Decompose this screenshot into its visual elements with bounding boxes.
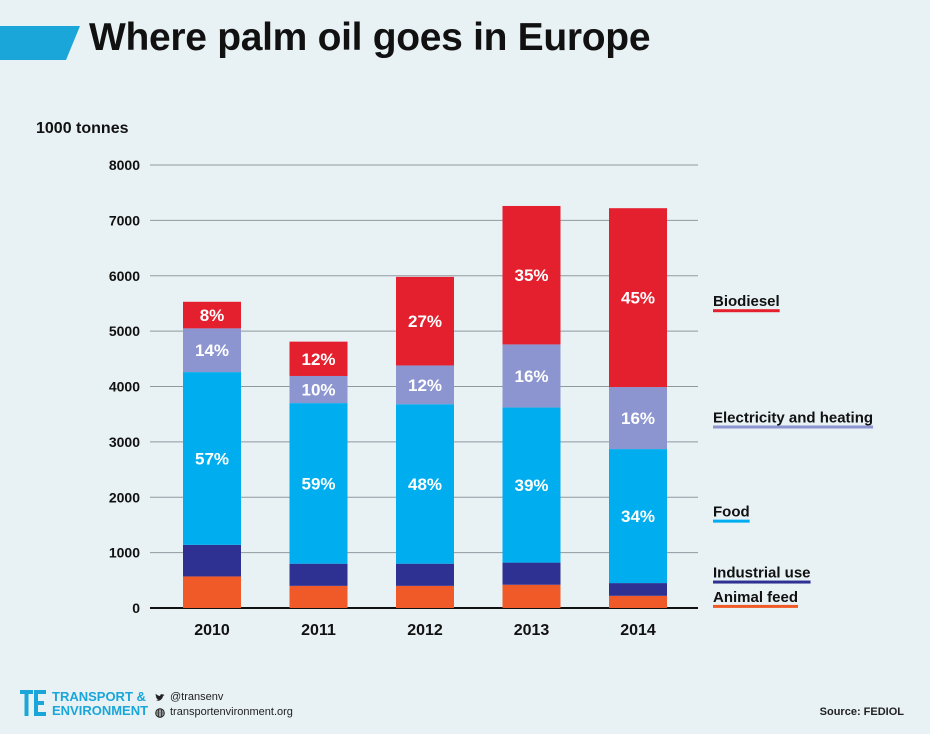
social-links: @transenv transportenvironment.org — [155, 690, 293, 720]
legend-underline — [713, 309, 780, 313]
legend-label: Electricity and heating — [713, 409, 873, 426]
data-label: 35% — [514, 266, 548, 285]
data-label: 45% — [621, 289, 655, 308]
y-tick-label: 4000 — [109, 379, 140, 395]
y-tick-label: 0 — [132, 600, 140, 616]
bar-stack: 34% 16% 45% — [609, 208, 667, 608]
y-tick-label: 3000 — [109, 434, 140, 450]
bar-segment-industrial-use — [609, 583, 667, 596]
y-tick-label: 2000 — [109, 489, 140, 505]
legend-label: Animal feed — [713, 589, 798, 606]
y-tick-label: 7000 — [109, 212, 140, 228]
legend-label: Biodiesel — [713, 293, 780, 310]
bar-segment-biodiesel — [289, 341, 348, 376]
bar-segment-industrial-use — [502, 562, 561, 585]
y-axis: 0 1000 2000 3000 4000 5000 6000 7000 8000 — [109, 157, 140, 616]
title-accent-bar — [0, 26, 80, 60]
data-label: 12% — [301, 350, 335, 369]
bar-segment-biodiesel — [609, 208, 667, 388]
y-tick-label: 5000 — [109, 323, 140, 339]
bar-segment-food — [609, 449, 667, 584]
bar-segment-electricity-and-heating — [396, 365, 454, 405]
bar-segment-electricity-and-heating — [609, 387, 667, 450]
x-axis: 2010 2011 2012 2013 2014 — [194, 622, 656, 639]
x-tick-label: 2010 — [194, 622, 230, 639]
bar-segment-food — [289, 403, 348, 564]
bar-stack: 39% 16% 35% — [502, 205, 561, 608]
legend: Biodiesel Electricity and heating Food Indu… — [713, 293, 874, 608]
data-label: 12% — [408, 376, 442, 395]
twitter-row[interactable]: @transenv — [155, 690, 293, 705]
bar-segment-animal-feed — [183, 576, 241, 608]
x-tick-label: 2014 — [620, 622, 656, 639]
bar-segment-animal-feed — [289, 585, 348, 608]
twitter-handle: @transenv — [170, 691, 224, 703]
source-note: Source: FEDIOL — [819, 706, 904, 718]
data-label: 14% — [195, 341, 229, 360]
website-row[interactable]: transportenvironment.org — [155, 705, 293, 720]
legend-underline — [713, 519, 750, 523]
bar-segment-electricity-and-heating — [502, 344, 561, 408]
data-label: 59% — [301, 474, 335, 493]
data-label: 39% — [514, 476, 548, 495]
bar-segment-biodiesel — [502, 205, 561, 345]
legend-item: Industrial use — [713, 565, 811, 584]
bar-segment-animal-feed — [502, 584, 561, 608]
bar-segment-industrial-use — [396, 563, 454, 586]
data-label: 34% — [621, 507, 655, 526]
bar-segment-food — [396, 404, 454, 564]
legend-item: Food — [713, 504, 750, 523]
data-label: 57% — [195, 449, 229, 468]
globe-icon — [155, 707, 165, 718]
legend-item: Animal feed — [713, 589, 799, 608]
data-label: 48% — [408, 475, 442, 494]
legend-underline — [713, 580, 811, 584]
bars: 57% 14% 8% 59% 10% 12% 48% 12% 27% 39% 16% 35% 34% 16… — [183, 205, 667, 608]
website-url: transportenvironment.org — [170, 706, 293, 718]
bar-segment-animal-feed — [609, 595, 667, 608]
x-tick-label: 2011 — [301, 622, 336, 639]
te-logo-icon — [20, 690, 46, 716]
legend-underline — [713, 604, 799, 608]
brand-line-2: ENVIRONMENT — [52, 703, 149, 718]
bar-stack: 57% 14% 8% — [183, 301, 241, 608]
data-label: 16% — [514, 367, 548, 386]
page-title: Where palm oil goes in Europe — [89, 16, 651, 59]
bar-segment-industrial-use — [289, 563, 348, 586]
data-label: 27% — [408, 312, 442, 331]
data-label: 16% — [621, 409, 655, 428]
legend-label: Industrial use — [713, 565, 811, 582]
brand-line-1: TRANSPORT & — [52, 689, 146, 704]
data-label: 10% — [301, 381, 335, 400]
x-tick-label: 2012 — [407, 622, 443, 639]
bar-segment-food — [183, 372, 241, 545]
y-axis-unit-label: 1000 tonnes — [36, 120, 129, 137]
legend-underline — [713, 425, 874, 429]
bar-segment-food — [502, 407, 561, 563]
bar-stack: 59% 10% 12% — [289, 341, 348, 608]
bar-segment-industrial-use — [183, 544, 241, 577]
data-label: 8% — [200, 306, 225, 325]
legend-label: Food — [713, 504, 750, 521]
bar-segment-electricity-and-heating — [183, 328, 241, 373]
bar-segment-electricity-and-heating — [289, 375, 348, 404]
bar-segment-animal-feed — [396, 585, 454, 608]
legend-item: Biodiesel — [713, 293, 780, 313]
chart: 1000 tonnes 0 1000 2000 3000 4000 5000 6000 700… — [36, 120, 874, 639]
brand-name: TRANSPORT & ENVIRONMENT — [52, 690, 148, 718]
y-tick-label: 6000 — [109, 268, 140, 284]
x-tick-label: 2013 — [514, 622, 550, 639]
y-tick-label: 1000 — [109, 545, 140, 561]
bar-segment-biodiesel — [183, 301, 241, 329]
bar-segment-biodiesel — [396, 276, 454, 366]
twitter-icon — [155, 693, 165, 701]
bar-stack: 48% 12% 27% — [396, 276, 454, 608]
legend-item: Electricity and heating — [713, 409, 874, 429]
y-tick-label: 8000 — [109, 157, 140, 173]
